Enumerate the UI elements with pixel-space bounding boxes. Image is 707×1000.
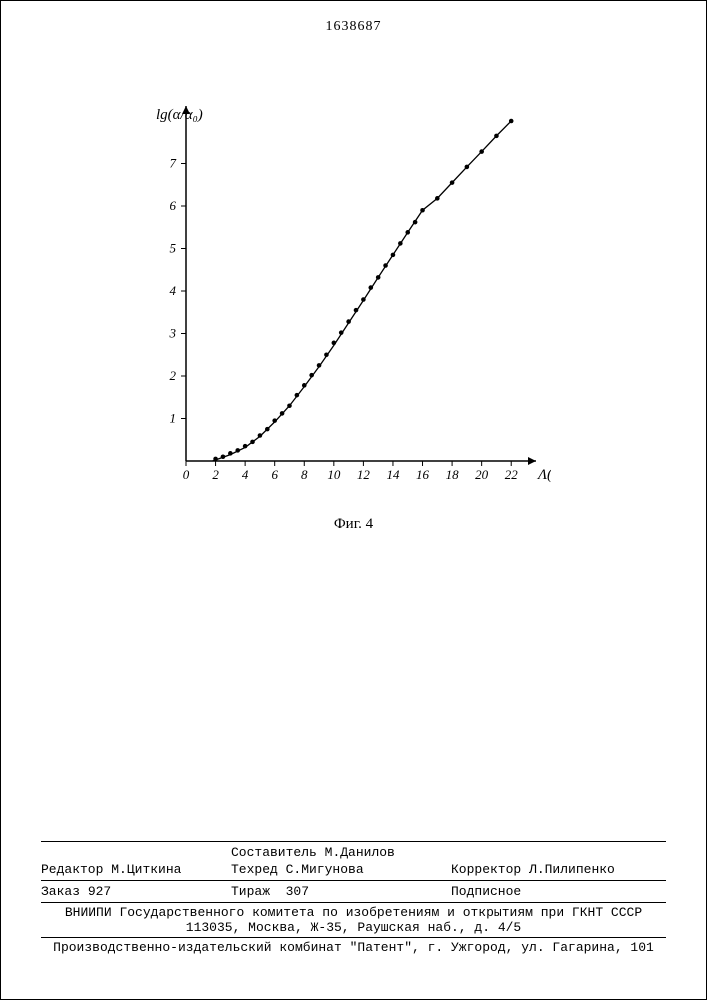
svg-text:2: 2 (212, 467, 219, 482)
svg-text:14: 14 (386, 467, 400, 482)
svg-text:3: 3 (169, 326, 177, 341)
svg-text:5: 5 (170, 241, 177, 256)
page: 1638687 02468101214161820221234567Λ(Ω)lg… (0, 0, 707, 1000)
editor-label: Редактор (41, 862, 103, 877)
org-line-2: 113035, Москва, Ж-35, Раушская наб., д. … (41, 920, 666, 935)
order-no: 927 (88, 884, 111, 899)
svg-text:0: 0 (183, 467, 190, 482)
svg-text:4: 4 (170, 283, 177, 298)
tech-name: С.Мигунова (286, 862, 364, 877)
tirazh-label: Тираж (231, 884, 270, 899)
svg-text:lg(α/α₀): lg(α/α₀) (156, 107, 203, 123)
org-line-1: ВНИИПИ Государственного комитета по изоб… (41, 905, 666, 920)
svg-text:8: 8 (301, 467, 308, 482)
print-house-line: Производственно-издательский комбинат "П… (41, 940, 666, 955)
svg-text:1: 1 (170, 411, 177, 426)
figure-label: Фиг. 4 (1, 516, 706, 533)
subscription-text: Подписное (451, 883, 666, 900)
corrector-label: Корректор (451, 862, 521, 877)
credits-row-1: Составитель М.Данилов (41, 844, 666, 861)
svg-text:2: 2 (170, 368, 177, 383)
figure-4-chart: 02468101214161820221234567Λ(Ω)lg(α/α₀) (131, 101, 551, 506)
svg-text:10: 10 (327, 467, 341, 482)
tirazh-no: 307 (286, 884, 309, 899)
publication-footer: Составитель М.Данилов Редактор М.Циткина… (41, 839, 666, 955)
svg-text:4: 4 (242, 467, 249, 482)
print-info-row: Заказ 927 Тираж 307 Подписное (41, 883, 666, 900)
svg-text:16: 16 (416, 467, 430, 482)
svg-text:6: 6 (170, 198, 177, 213)
chart-svg: 02468101214161820221234567Λ(Ω)lg(α/α₀) (131, 101, 551, 501)
svg-text:20: 20 (475, 467, 489, 482)
credits-row-2: Редактор М.Циткина Техред С.Мигунова Кор… (41, 861, 666, 878)
svg-text:Λ(Ω): Λ(Ω) (536, 467, 551, 483)
order-label: Заказ (41, 884, 80, 899)
compiler-label: Составитель (231, 845, 317, 860)
svg-text:22: 22 (505, 467, 519, 482)
svg-text:12: 12 (357, 467, 371, 482)
editor-name: М.Циткина (111, 862, 181, 877)
svg-text:7: 7 (170, 156, 177, 171)
corrector-name: Л.Пилипенко (529, 862, 615, 877)
tech-label: Техред (231, 862, 278, 877)
compiler-name: М.Данилов (325, 845, 395, 860)
svg-text:18: 18 (446, 467, 460, 482)
svg-text:6: 6 (271, 467, 278, 482)
document-number: 1638687 (1, 19, 706, 35)
